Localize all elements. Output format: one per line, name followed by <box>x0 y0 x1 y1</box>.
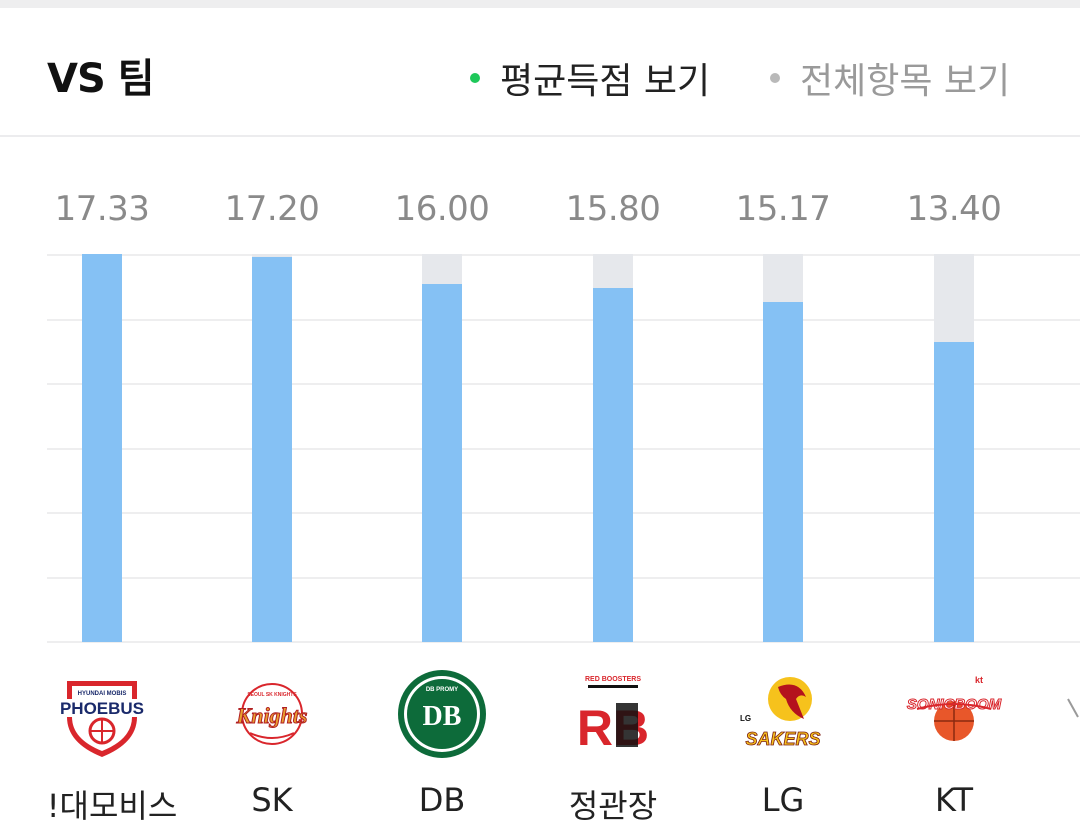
bar[interactable] <box>593 288 633 642</box>
sakers-logo: LG SAKERS <box>728 669 838 759</box>
logo-subtext: RED BOOSTERS <box>585 676 641 683</box>
bar[interactable] <box>252 257 292 642</box>
phoebus-logo: HYUNDAI MOBIS PHOEBUS <box>47 669 157 759</box>
sonicboom-logo: kt SONICBOOM <box>899 669 1009 759</box>
bar-track <box>82 254 122 642</box>
logo-text: SAKERS <box>745 729 820 749</box>
section-header: VS 팀 평균득점 보기 전체항목 보기 <box>0 8 1080 137</box>
grid-line <box>47 448 1080 450</box>
value-label: 15.80 <box>565 189 661 229</box>
active-dot-icon <box>470 73 480 83</box>
logo-text: Knights <box>236 703 308 728</box>
logo-text: DB <box>423 701 462 732</box>
bar-track <box>934 254 974 642</box>
logo-subtext: LG <box>740 714 751 723</box>
filter-all-items-label: 전체항목 보기 <box>800 61 1011 102</box>
bar[interactable] <box>763 302 803 642</box>
scroll-hint-icon <box>1067 698 1079 718</box>
team-name: 정관장 <box>568 787 658 825</box>
value-label: 16.00 <box>394 189 490 229</box>
red-boosters-logo: RED BOOSTERS RB <box>558 669 668 759</box>
grid-line <box>47 577 1080 579</box>
grid-line <box>47 254 1080 256</box>
logo-text: RB <box>577 700 649 756</box>
section-title: VS 팀 <box>47 56 154 102</box>
team-name: KT <box>934 781 974 819</box>
bar-track <box>252 254 292 642</box>
value-label: 17.33 <box>54 189 150 229</box>
team-name: !대모비스 <box>46 787 178 825</box>
filter-average-score[interactable]: 평균득점 보기 <box>470 52 710 104</box>
bar-track <box>422 254 462 642</box>
value-label: 13.40 <box>906 189 1002 229</box>
bar[interactable] <box>82 254 122 642</box>
team-name: SK <box>251 781 293 819</box>
top-strip <box>0 0 1080 8</box>
knights-logo: SEOUL SK KNIGHTS Knights <box>217 669 327 759</box>
filter-average-score-label: 평균득점 보기 <box>500 61 711 102</box>
logo-subtext: SEOUL SK KNIGHTS <box>247 692 297 698</box>
team-name: LG <box>761 781 805 819</box>
grid-line <box>47 641 1080 643</box>
logo-subtext: kt <box>975 675 983 685</box>
vs-team-bar-chart: 17.33 HYUNDAI MOBIS PHOEBUS !대모비스 17.20 … <box>0 137 1080 840</box>
bar-track <box>763 254 803 642</box>
grid-line <box>47 512 1080 514</box>
bar[interactable] <box>422 284 462 642</box>
grid-line <box>47 383 1080 385</box>
bar-track <box>593 254 633 642</box>
value-label: 17.20 <box>224 189 320 229</box>
value-label: 15.17 <box>735 189 831 229</box>
logo-subtext: DB PROMY <box>426 687 458 693</box>
team-name: DB <box>418 781 466 819</box>
promy-logo: DB PROMY DB <box>387 669 497 759</box>
filter-all-items[interactable]: 전체항목 보기 <box>770 52 1010 104</box>
logo-text: PHOEBUS <box>60 699 144 718</box>
logo-subtext: HYUNDAI MOBIS <box>78 691 127 697</box>
inactive-dot-icon <box>770 73 780 83</box>
grid-line <box>47 319 1080 321</box>
bar[interactable] <box>934 342 974 642</box>
